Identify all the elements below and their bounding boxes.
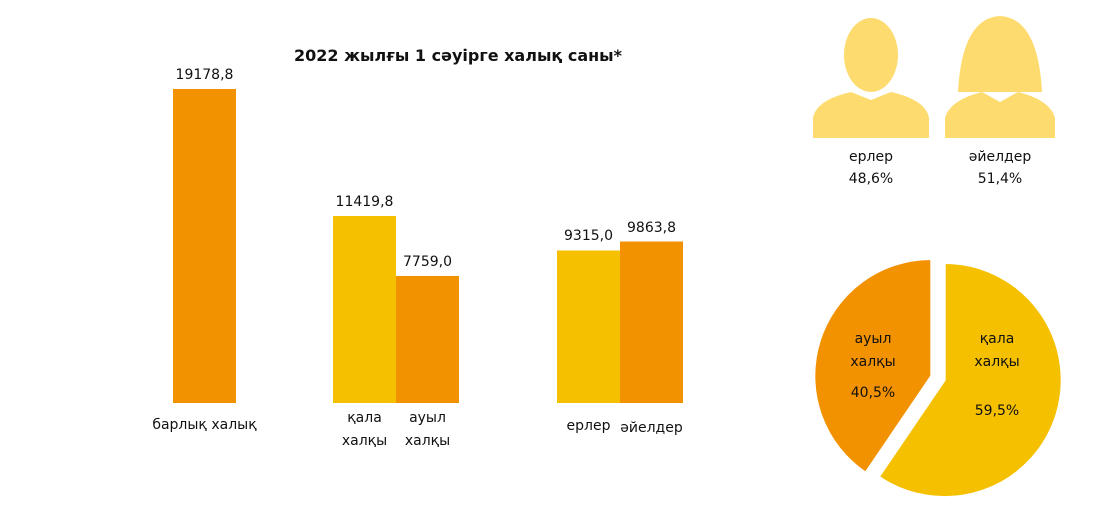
- bar: [620, 241, 683, 403]
- pictogram-label: ерлер: [849, 149, 893, 165]
- chart-title: 2022 жылғы 1 сәуірге халық саны*: [293, 46, 623, 65]
- value-label: 9315,0: [564, 228, 613, 245]
- category-label: ауыл халқы: [404, 410, 451, 449]
- bar: [557, 250, 620, 403]
- category-label: қала халқы: [341, 410, 388, 449]
- category-label: барлық халық: [152, 417, 257, 433]
- pictogram-value-label: 51,4%: [977, 171, 1023, 187]
- bar: [396, 275, 459, 403]
- pictogram-label: әйелдер: [968, 149, 1032, 165]
- icon-body: [945, 92, 1055, 138]
- bar: [333, 216, 396, 403]
- slice-value-label: 40,5%: [850, 385, 896, 401]
- person-icon: [945, 16, 1055, 138]
- pictogram-value-label: 48,6%: [848, 171, 894, 187]
- person-icon: [813, 18, 929, 138]
- slice-value-label: 59,5%: [974, 403, 1020, 419]
- slice-label: ауыл халқы: [850, 331, 896, 370]
- value-label: 7759,0: [403, 253, 452, 270]
- bar: [173, 89, 236, 403]
- value-label: 11419,8: [335, 194, 394, 211]
- category-label: ерлер: [566, 418, 611, 434]
- value-label: 19178,8: [175, 67, 234, 83]
- icon-head: [844, 18, 898, 92]
- pie-slice: [877, 262, 1063, 499]
- icon-body: [813, 92, 929, 138]
- icon-hair: [958, 16, 1042, 92]
- value-label: 9863,8: [627, 219, 676, 236]
- category-label: әйелдер: [620, 420, 683, 436]
- slice-label: қала халқы: [974, 331, 1020, 370]
- pie-slice: [813, 257, 933, 475]
